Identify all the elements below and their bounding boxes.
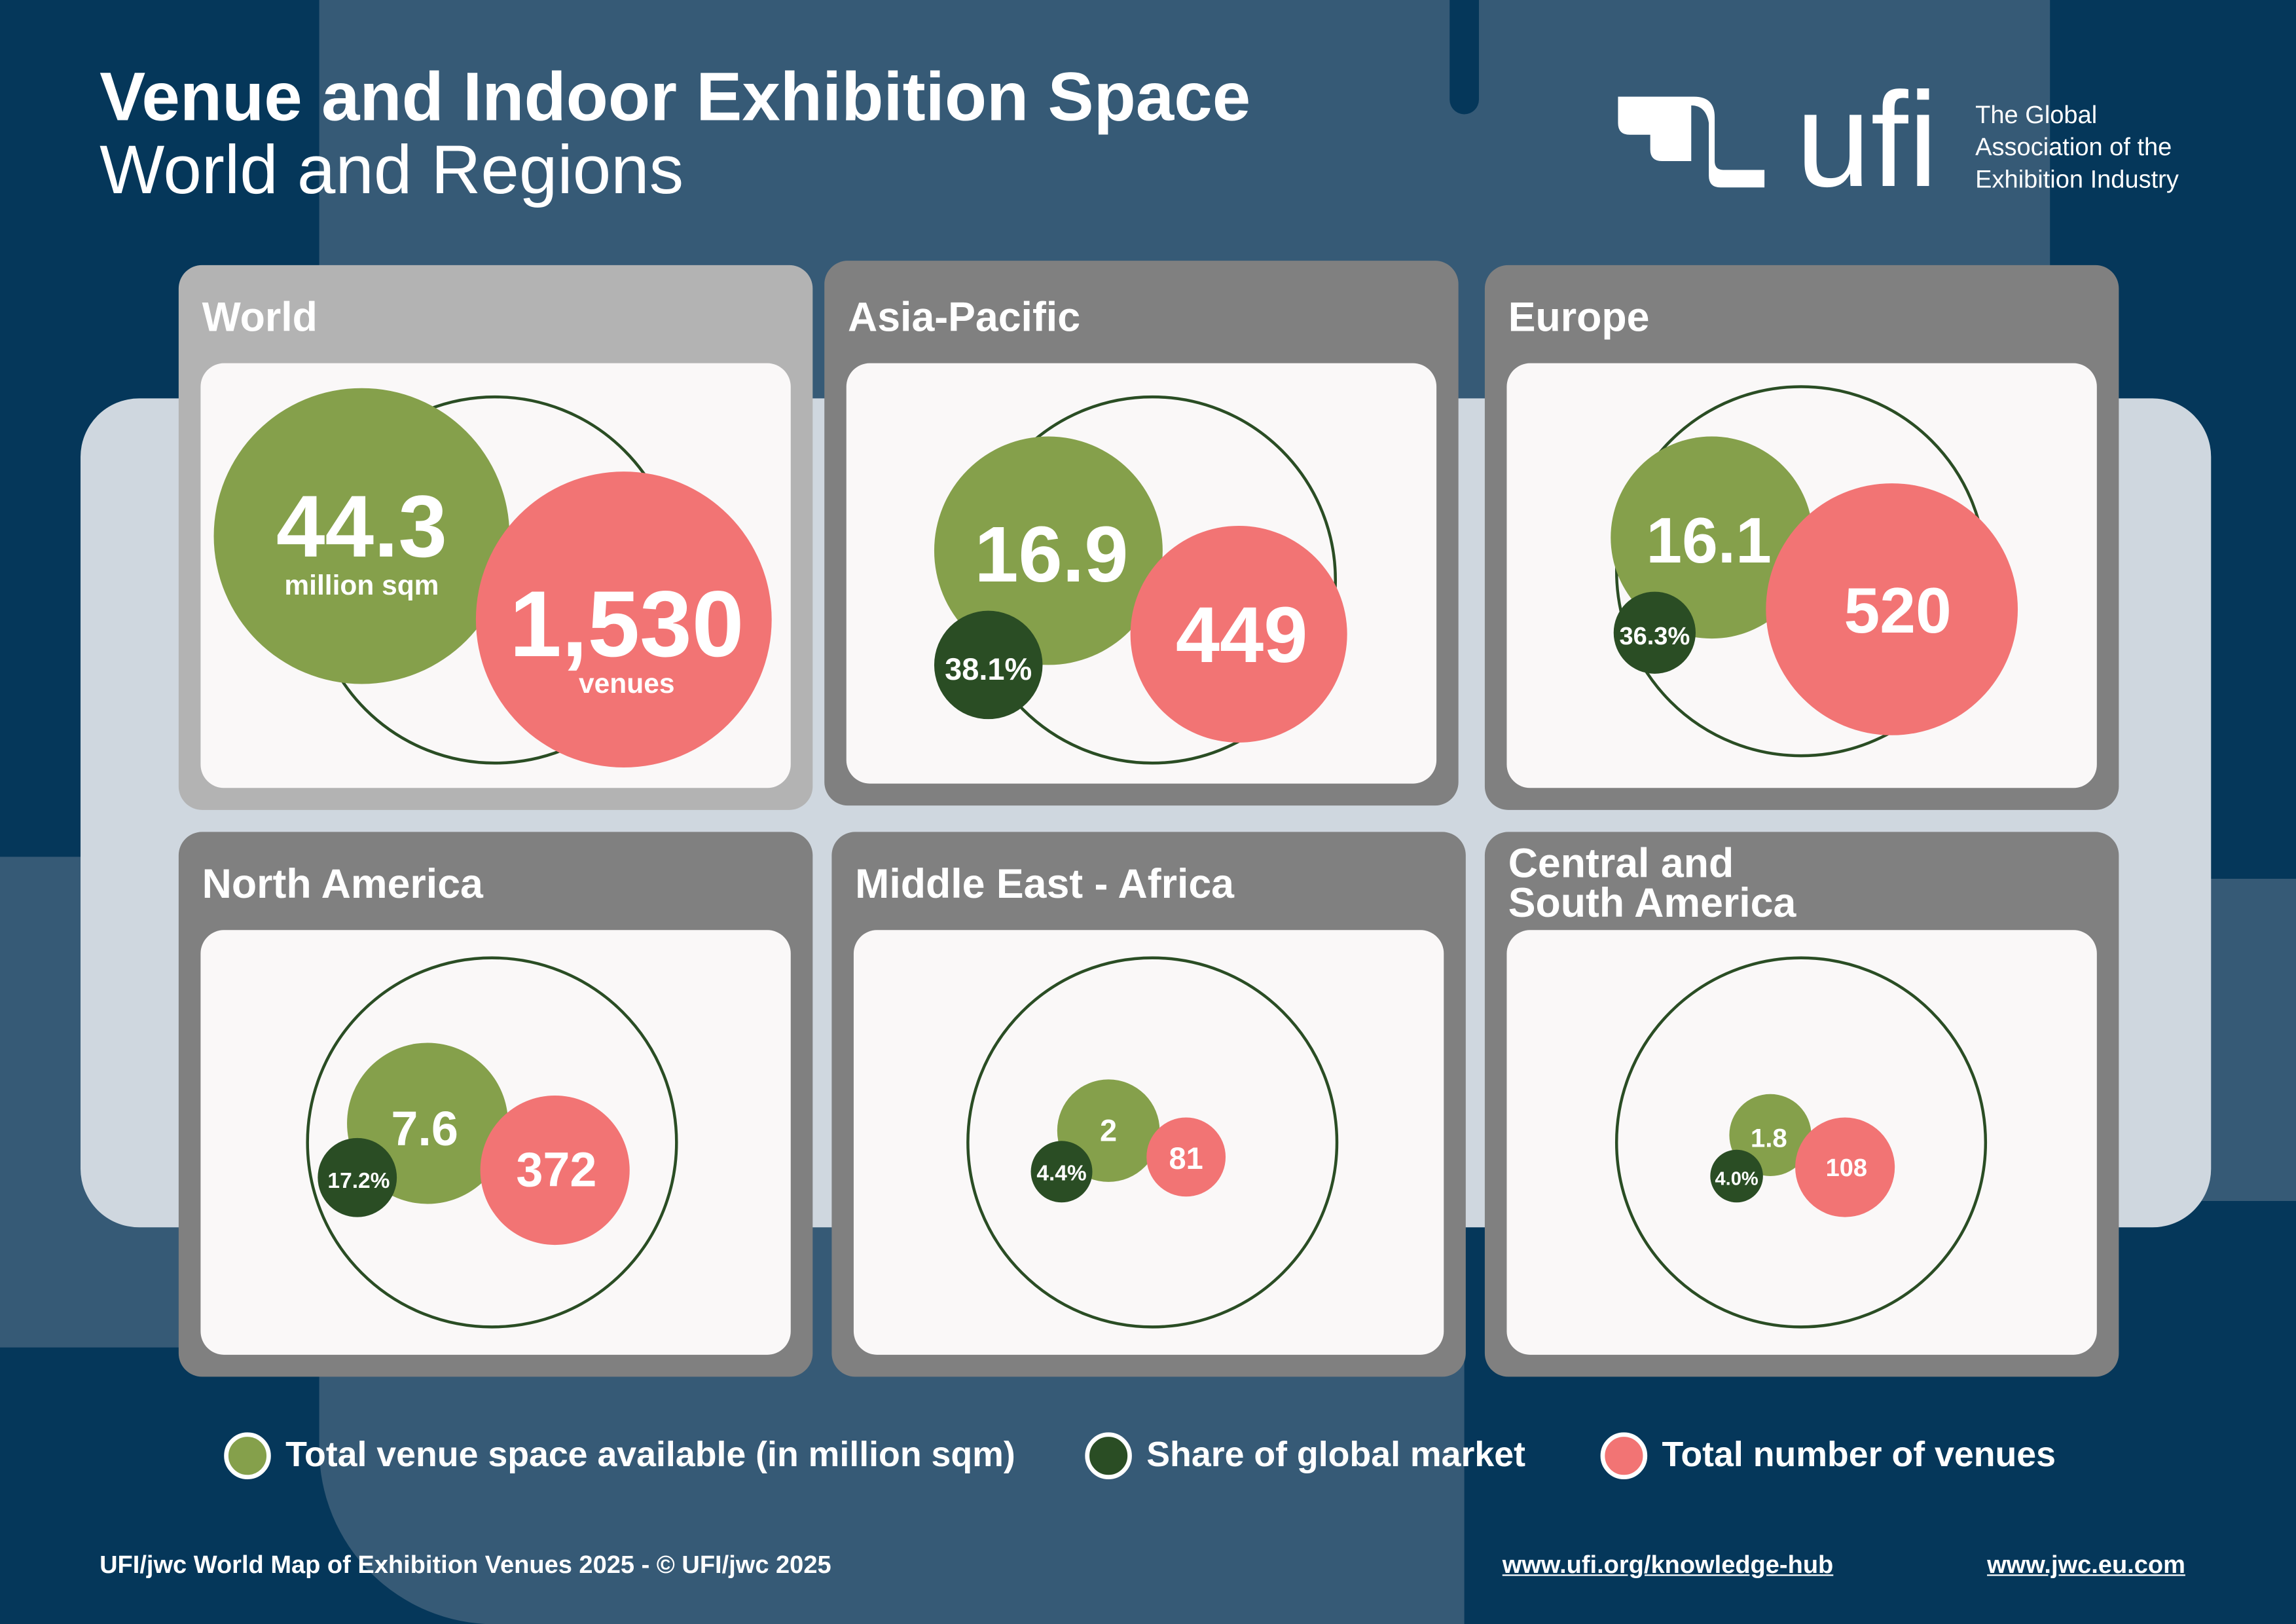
space-unit: million sqm	[284, 570, 439, 601]
asia-pacific-bubbles: 16.9 449 38.1%	[934, 395, 1347, 765]
share-bubble	[934, 610, 1043, 720]
venues-value: 449	[1176, 591, 1308, 679]
share-bubble	[1710, 1149, 1763, 1203]
space-value: 16.9	[974, 510, 1128, 599]
logo-tagline: The Global Association of the Exhibition I…	[1975, 101, 2179, 194]
venues-bubble	[475, 471, 772, 767]
logo-wordmark: ufi	[1796, 66, 1938, 198]
space-bubble	[1611, 436, 1813, 639]
share-value: 4.0%	[1715, 1168, 1758, 1189]
card-central-south-america: Central and South America	[1484, 832, 2119, 1377]
share-value: 36.3%	[1619, 623, 1690, 650]
share-value: 4.4%	[1036, 1162, 1086, 1186]
venues-bubble	[480, 1095, 630, 1246]
space-value: 44.3	[276, 478, 447, 576]
share-value: 38.1%	[945, 652, 1032, 686]
card-title: Asia-Pacific	[847, 294, 1081, 340]
north-america-bubbles: 7.6 372 17.2%	[306, 956, 678, 1329]
ufi-knowledge-hub-link[interactable]: www.ufi.org/knowledge-hub	[1502, 1551, 1834, 1579]
central-south-america-bubbles: 1.8 108 4.0%	[1614, 956, 1988, 1329]
card-title: Europe	[1508, 294, 1650, 340]
share-bubble	[1613, 591, 1696, 674]
venues-value: 81	[1169, 1141, 1203, 1175]
page-title: Venue and Indoor Exhibition Space	[100, 57, 1251, 135]
background-shape	[1449, 0, 1479, 115]
venues-value: 108	[1826, 1154, 1867, 1182]
space-value: 2	[1100, 1113, 1117, 1147]
space-value: 7.6	[391, 1101, 458, 1156]
space-bubble	[934, 436, 1163, 665]
venues-bubble	[1795, 1117, 1895, 1217]
page-subtitle: World and Regions	[100, 130, 684, 208]
venues-value: 1,530	[509, 572, 744, 676]
world-bubbles: 44.3 million sqm 1,530 venues	[213, 388, 772, 767]
global-outline	[966, 956, 1339, 1329]
footer-credit: UFI/jwc World Map of Exhibition Venues 2…	[100, 1551, 831, 1579]
card-title: World	[202, 294, 318, 340]
middle-east-africa-bubbles: 2 81 4.4%	[966, 956, 1339, 1329]
legend-item-share: Share of global market	[1085, 1428, 1525, 1484]
legend-item-space: Total venue space available (in million …	[224, 1428, 1015, 1484]
venues-value: 520	[1844, 574, 1952, 646]
green-dot-icon	[224, 1432, 271, 1479]
venues-bubble	[1130, 525, 1347, 743]
legend-item-venues: Total number of venues	[1600, 1428, 2056, 1484]
pink-dot-icon	[1600, 1432, 1648, 1479]
share-value: 17.2%	[327, 1169, 390, 1193]
space-value: 1.8	[1751, 1123, 1787, 1153]
dark-green-dot-icon	[1085, 1432, 1132, 1479]
card-title: North America	[202, 861, 483, 907]
jwc-link[interactable]: www.jwc.eu.com	[1987, 1551, 2185, 1579]
share-bubble	[1030, 1141, 1093, 1203]
ufi-logo: ufi	[1618, 66, 1938, 198]
venues-unit: venues	[579, 669, 674, 699]
global-outline	[306, 956, 678, 1329]
venues-bubble	[1146, 1117, 1226, 1197]
card-title: Middle East - Africa	[855, 861, 1234, 907]
europe-bubbles: 16.1 520 36.3%	[1611, 385, 2018, 758]
space-value: 16.1	[1646, 504, 1772, 576]
share-bubble	[318, 1137, 397, 1217]
global-outline	[1614, 956, 1988, 1329]
space-bubble	[213, 388, 510, 684]
venues-value: 372	[516, 1143, 596, 1197]
card-title: Central and South America	[1508, 840, 1796, 926]
venues-bubble	[1766, 483, 2018, 735]
